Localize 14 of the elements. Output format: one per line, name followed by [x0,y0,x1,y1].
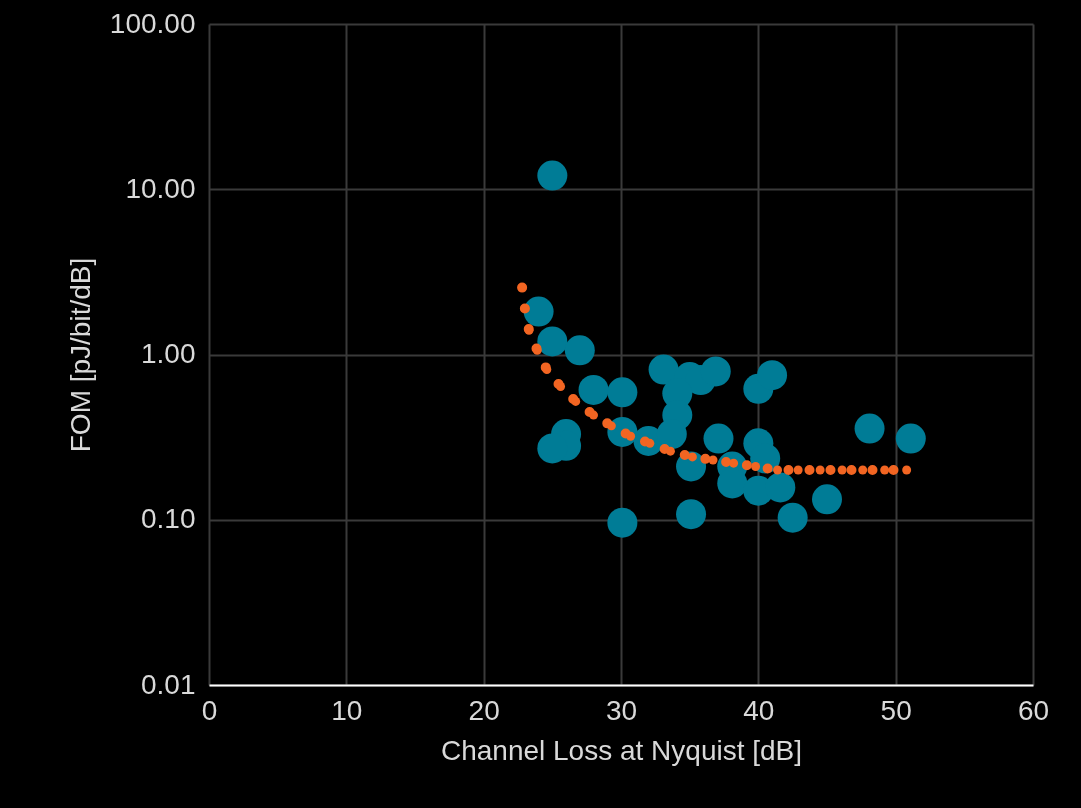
y-tick-label: 1.00 [141,338,196,369]
y-tick-label: 0.01 [141,668,196,700]
y-tick-label: 10.00 [125,172,196,204]
x-tick-label: 50 [880,694,912,726]
x-tick-label: 40 [743,694,775,726]
x-tick-label: 60 [1017,694,1050,726]
y-tick-label: 100.00 [109,7,196,39]
x-tick-label: 10 [331,694,363,726]
y-tick-label: 0.10 [141,503,196,535]
x-tick-label: 20 [468,694,500,726]
x-tick-label: 0 [201,694,218,726]
x-tick-label: 30 [605,694,638,726]
x-axis-title: Channel Loss at Nyquist [dB] [440,734,803,766]
y-axis-title: FOM [pJ/bit/dB] [64,257,96,453]
